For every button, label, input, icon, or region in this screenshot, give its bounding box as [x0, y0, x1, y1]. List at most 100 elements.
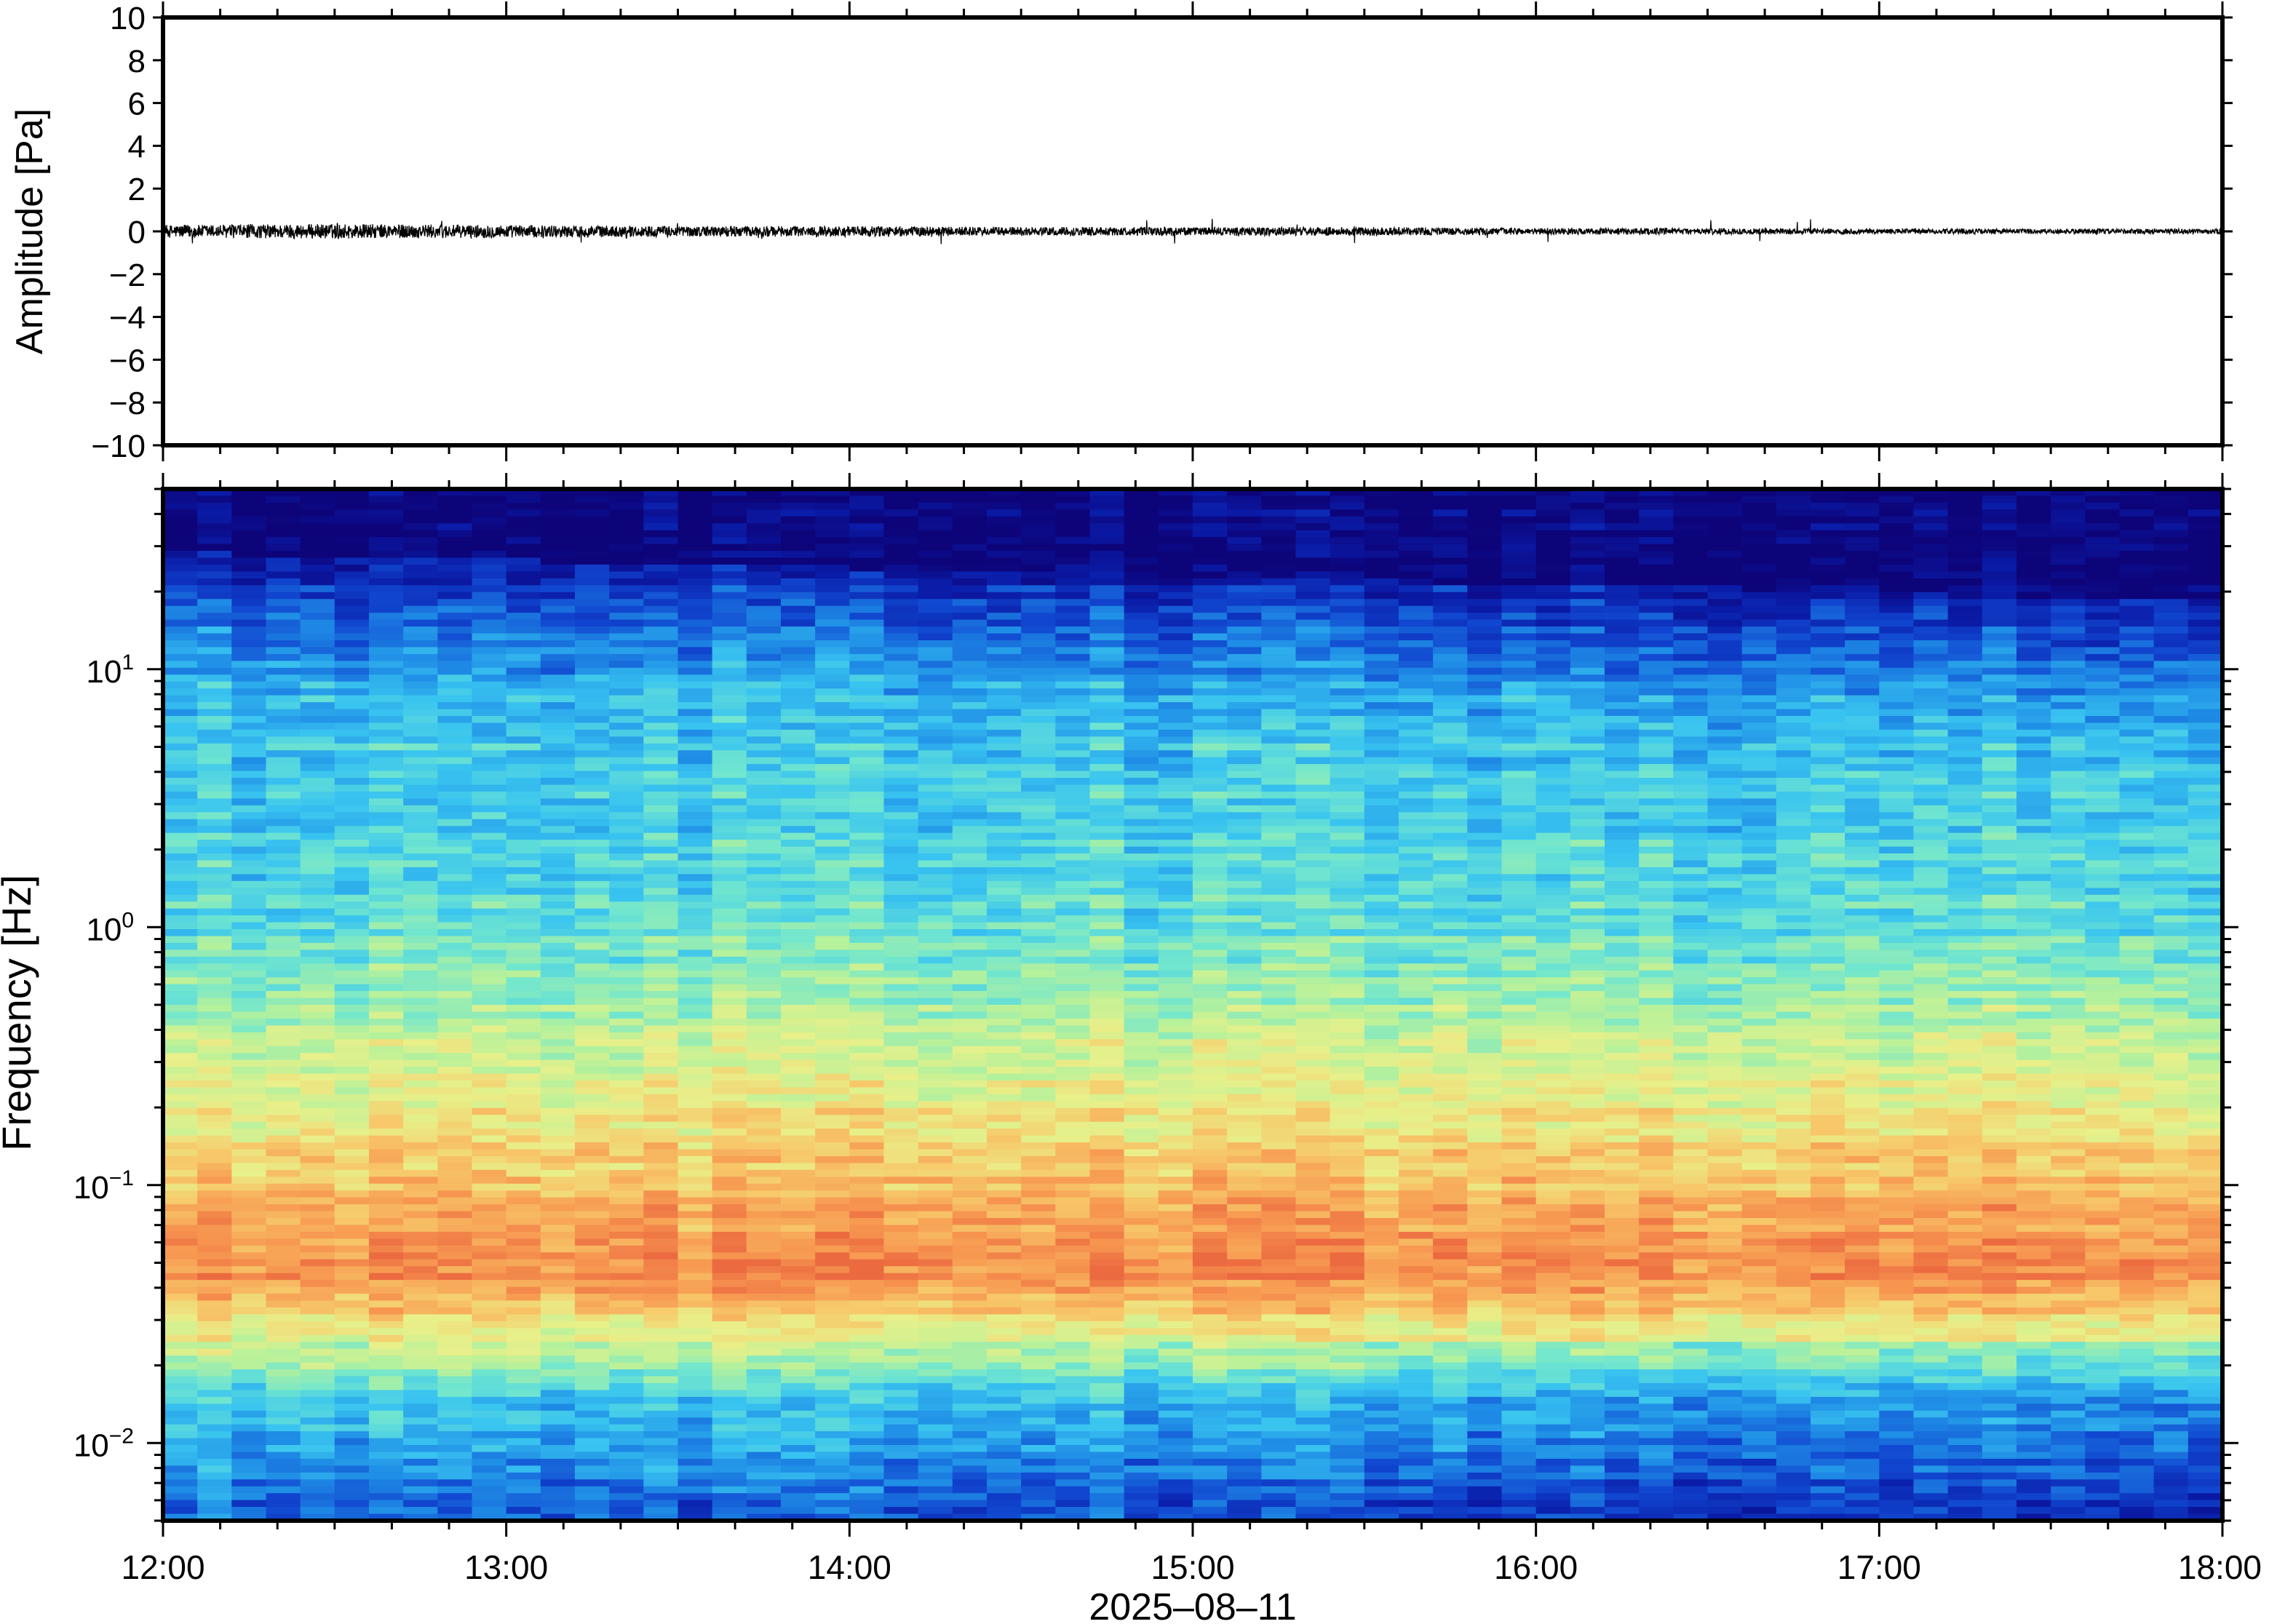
spectrogram-cell [1261, 681, 1297, 689]
spectrogram-cell [1158, 551, 1193, 559]
spectrogram-cell [575, 516, 610, 525]
spectrogram-cell [369, 1300, 404, 1308]
spectrogram-cell [1089, 661, 1125, 669]
spectrogram-cell [1261, 489, 1297, 497]
spectrogram-cell [849, 867, 885, 875]
spectrogram-cell [231, 578, 267, 586]
spectrogram-cell [369, 1059, 404, 1067]
spectrogram-cell [746, 681, 782, 689]
spectrogram-cell [163, 1135, 198, 1143]
spectrogram-cell [883, 1053, 919, 1061]
spectrogram-cell [575, 1376, 610, 1384]
spectrogram-cell [643, 915, 679, 923]
spectrogram-cell [1227, 1155, 1263, 1164]
spectrogram-cell [815, 798, 851, 806]
spectrogram-cell [746, 1018, 782, 1027]
spectrogram-cell [575, 1155, 610, 1164]
spectrogram-cell [1089, 1218, 1125, 1226]
spectrogram-cell [437, 929, 473, 937]
spectrogram-cell [1227, 1300, 1263, 1308]
spectrogram-cell [300, 1321, 335, 1329]
spectrogram-cell [987, 812, 1022, 820]
spectrogram-cell [506, 1321, 541, 1329]
spectrogram-cell [849, 1101, 885, 1109]
spectrogram-cell [403, 956, 439, 965]
spectrogram-cell [746, 1342, 782, 1350]
spectrogram-cell [506, 784, 541, 792]
spectrogram-cell [1021, 936, 1057, 944]
spectrogram-cell [300, 653, 335, 662]
spectrogram-cell [472, 977, 507, 985]
spectrogram-cell [1193, 1155, 1228, 1164]
spectrogram-cell [952, 1142, 988, 1150]
spectrogram-cell [1089, 1059, 1125, 1067]
spectrogram-cell [849, 819, 885, 827]
spectrogram-cell [1158, 1445, 1193, 1453]
spectrogram-cell [883, 702, 919, 710]
spectrogram-cell [403, 1080, 439, 1088]
spectrogram-cell [163, 1472, 198, 1481]
spectrogram-cell [1124, 1046, 1159, 1054]
spectrogram-cell [712, 1328, 747, 1336]
spectrogram-cell [300, 874, 335, 882]
spectrogram-cell [540, 537, 576, 545]
spectrogram-cell [403, 509, 439, 517]
spectrogram-cell [266, 1073, 301, 1081]
spectrogram-cell [609, 1169, 645, 1178]
spectrogram-cell [403, 991, 439, 999]
spectrogram-cell [1021, 778, 1057, 786]
spectrogram-cell [1021, 674, 1057, 682]
spectrogram-cell [231, 1115, 267, 1123]
spectrogram-cell [575, 1410, 610, 1418]
spectrogram-cell [300, 888, 335, 896]
spectrogram-cell [1124, 516, 1159, 525]
spectrogram-cell [163, 1486, 198, 1494]
spectrogram-cell [781, 1280, 816, 1288]
spectrogram-cell [437, 1348, 473, 1356]
spectrogram-cell [403, 1067, 439, 1075]
spectrogram-cell [369, 1080, 404, 1088]
spectrogram-cell [231, 564, 267, 573]
spectrogram-cell [575, 1094, 610, 1102]
spectrogram-cell [437, 1328, 473, 1336]
spectrogram-cell [609, 1183, 645, 1192]
spectrogram-cell [334, 1342, 370, 1350]
spectrogram-cell [1089, 1115, 1125, 1123]
spectrogram-cell [1021, 613, 1057, 621]
spectrogram-cell [609, 1356, 645, 1364]
spectrogram-cell [952, 1149, 988, 1157]
spectrogram-cell [197, 489, 233, 497]
spectrogram-cell [712, 1155, 747, 1164]
spectrogram-cell [266, 1266, 301, 1274]
spectrogram-cell [540, 1348, 576, 1356]
spectrogram-cell [952, 819, 988, 827]
spectrogram-cell [1089, 1266, 1125, 1274]
spectrogram-cell [1193, 1204, 1228, 1212]
spectrogram-cell [712, 750, 747, 758]
spectrogram-cell [266, 1369, 301, 1377]
spectrogram-cell [918, 1197, 953, 1205]
spectrogram-cell [197, 998, 233, 1006]
spectrogram-cell [1158, 984, 1193, 992]
spectrogram-cell [266, 530, 301, 538]
spectrogram-cell [1089, 853, 1125, 861]
spectrogram-cell [300, 901, 335, 909]
spectrogram-cell [197, 1396, 233, 1405]
spectrogram-cell [1055, 688, 1091, 696]
spectrogram-cell [300, 1382, 335, 1391]
spectrogram-cell [472, 1513, 507, 1521]
spectrogram-cell [677, 1410, 713, 1418]
spectrogram-cell [609, 1204, 645, 1212]
spectrogram-cell [369, 1218, 404, 1226]
spectrogram-cell [849, 667, 885, 676]
spectrogram-cell [1158, 1155, 1193, 1164]
spectrogram-cell [266, 1039, 301, 1047]
spectrogram-cell [781, 1032, 816, 1040]
spectrogram-cell [472, 1073, 507, 1081]
spectrogram-cell [472, 1472, 507, 1481]
spectrogram-cell [849, 688, 885, 696]
spectrogram-cell [746, 674, 782, 682]
spectrogram-cell [815, 1169, 851, 1178]
spectrogram-cell [369, 970, 404, 978]
spectrogram-cell [883, 1396, 919, 1405]
